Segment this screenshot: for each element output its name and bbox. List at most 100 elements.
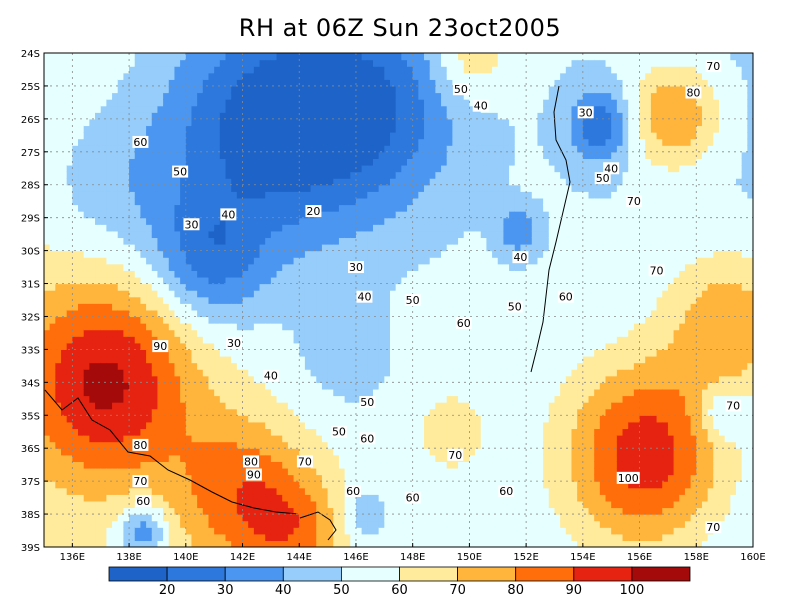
rh-cell (276, 408, 283, 416)
rh-cell (157, 487, 164, 495)
rh-cell (44, 257, 51, 265)
rh-cell (412, 230, 419, 239)
rh-cell (112, 448, 119, 456)
rh-cell (316, 145, 323, 153)
rh-cell (112, 395, 119, 403)
rh-cell (327, 355, 334, 364)
rh-cell (350, 481, 357, 489)
rh-cell (231, 230, 238, 239)
rh-cell (350, 349, 357, 357)
rh-cell (202, 99, 210, 107)
rh-cell (174, 342, 181, 350)
rh-cell (83, 316, 90, 324)
rh-cell (100, 276, 107, 285)
rh-cell (412, 355, 419, 364)
rh-cell (310, 355, 317, 364)
rh-cell (389, 349, 397, 357)
rh-cell (49, 461, 56, 469)
rh-cell (191, 237, 198, 245)
rh-cell (151, 329, 159, 337)
rh-cell (163, 316, 170, 324)
rh-cell (49, 533, 56, 542)
rh-cell (191, 421, 198, 430)
rh-cell (95, 72, 102, 80)
rh-cell (395, 408, 402, 416)
rh-cell (361, 118, 368, 127)
rh-cell (231, 237, 238, 245)
rh-cell (344, 408, 351, 416)
rh-cell (321, 72, 329, 80)
rh-cell (282, 454, 289, 462)
rh-cell (248, 349, 255, 357)
rh-cell (321, 421, 329, 430)
rh-cell (163, 217, 170, 225)
rh-cell (270, 171, 278, 179)
rh-cell (401, 290, 408, 298)
rh-cell (55, 514, 62, 522)
rh-cell (253, 388, 261, 397)
rh-cell (129, 105, 136, 113)
rh-cell (163, 125, 170, 133)
rh-cell (106, 494, 113, 502)
rh-cell (151, 158, 159, 166)
rh-cell (202, 66, 210, 74)
rh-cell (151, 164, 159, 173)
rh-cell (219, 257, 227, 265)
rh-cell (129, 323, 136, 331)
rh-cell (389, 132, 397, 140)
rh-cell (378, 408, 385, 416)
rh-cell (350, 257, 357, 265)
rh-cell (157, 191, 164, 199)
rh-cell (219, 500, 227, 509)
rh-cell (202, 362, 210, 370)
rh-cell (112, 204, 119, 212)
rh-cell (395, 53, 402, 61)
rh-cell (253, 112, 261, 120)
rh-cell (49, 105, 56, 113)
rh-cell (129, 99, 136, 107)
rh-cell (259, 290, 266, 298)
rh-cell (350, 448, 357, 456)
rh-cell (78, 270, 85, 278)
rh-cell (299, 441, 306, 449)
rh-cell (95, 270, 102, 278)
rh-cell (61, 211, 68, 219)
rh-cell (361, 355, 368, 364)
rh-cell (191, 428, 198, 436)
rh-cell (395, 441, 402, 449)
rh-cell (367, 151, 374, 159)
rh-cell (225, 191, 232, 199)
rh-cell (49, 329, 56, 337)
rh-cell (55, 435, 62, 443)
rh-cell (106, 296, 113, 304)
rh-cell (338, 178, 346, 186)
rh-cell (389, 336, 397, 344)
rh-cell (270, 402, 278, 410)
rh-cell (327, 382, 334, 390)
rh-cell (355, 494, 363, 502)
rh-cell (350, 72, 357, 80)
rh-cell (89, 428, 96, 436)
rh-cell (225, 132, 232, 140)
rh-cell (248, 178, 255, 186)
rh-cell (180, 369, 187, 377)
rh-cell (191, 92, 198, 100)
rh-cell (361, 72, 368, 80)
rh-cell (418, 276, 425, 285)
rh-cell (384, 112, 391, 120)
rh-cell (146, 441, 153, 449)
rh-cell (123, 402, 130, 410)
rh-cell (174, 408, 181, 416)
rh-cell (304, 197, 312, 206)
rh-cell (418, 270, 425, 278)
rh-cell (293, 303, 300, 311)
rh-cell (72, 402, 79, 410)
rh-cell (407, 105, 414, 113)
rh-cell (100, 303, 107, 311)
rh-cell (78, 230, 85, 239)
rh-cell (61, 500, 68, 509)
rh-cell (372, 362, 380, 370)
rh-cell (197, 178, 204, 186)
rh-cell (157, 125, 164, 133)
rh-cell (219, 527, 227, 535)
